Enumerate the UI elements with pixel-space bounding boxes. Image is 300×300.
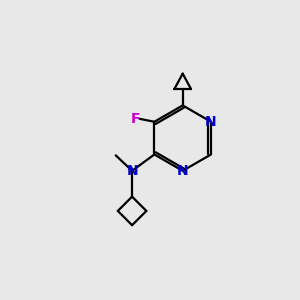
Text: N: N bbox=[126, 164, 138, 178]
Text: N: N bbox=[177, 164, 188, 178]
Text: F: F bbox=[130, 112, 140, 126]
Text: N: N bbox=[205, 115, 217, 129]
